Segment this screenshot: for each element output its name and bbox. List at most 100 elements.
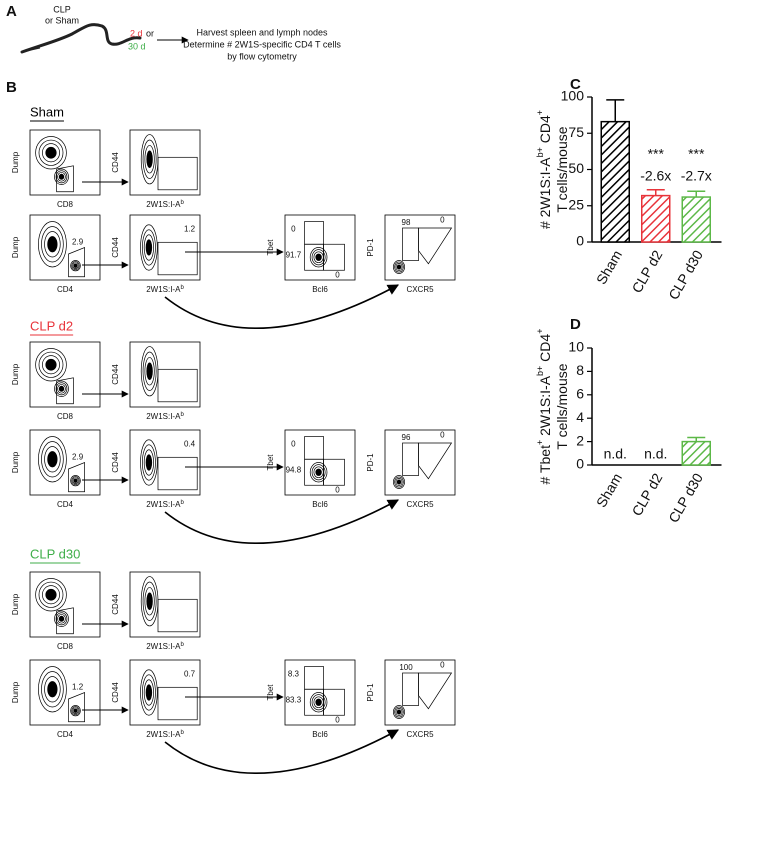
- plot-frame: [129, 571, 201, 638]
- contour: [315, 468, 322, 476]
- x-axis-label: 2W1S:I-Ab: [146, 285, 184, 295]
- contour: [70, 260, 81, 272]
- contour: [141, 444, 156, 481]
- gate: [304, 221, 324, 245]
- contour: [73, 478, 78, 483]
- plot-frame: [129, 129, 201, 196]
- fold-change: -2.7x: [681, 168, 712, 184]
- contour: [55, 170, 68, 184]
- mouse-icon: [20, 23, 142, 54]
- y-axis-label-sup: b+: [535, 366, 545, 376]
- contour: [143, 449, 154, 476]
- gate-value: 2.9: [72, 452, 84, 461]
- y-axis-label-sup: +: [535, 329, 545, 334]
- x-tick-label: CLP d2: [628, 247, 665, 295]
- contour: [45, 146, 57, 159]
- bar: [641, 194, 671, 243]
- y-tick-label: 4: [576, 409, 584, 425]
- y-tick-label: 25: [568, 196, 584, 212]
- plot-frame: [129, 659, 201, 726]
- x-axis-label-text: CD4: [57, 500, 74, 509]
- gate: [157, 156, 198, 191]
- gate-value: 0: [291, 439, 296, 448]
- x-axis-label: CD8: [57, 412, 74, 421]
- y-tick-label: 10: [568, 339, 584, 355]
- condition: CLP: [53, 4, 71, 14]
- contour: [141, 229, 156, 266]
- gate: [157, 456, 198, 491]
- contour: [396, 709, 402, 715]
- x-axis-label-text: Bcl6: [312, 730, 328, 739]
- x-axis-label: CD8: [57, 642, 74, 651]
- x-axis-label: CXCR5: [406, 730, 434, 739]
- contour: [396, 479, 402, 485]
- plot-frame: [29, 214, 101, 281]
- contour: [57, 614, 66, 624]
- contour: [55, 612, 68, 626]
- gate: [418, 442, 453, 480]
- y-axis-label: PD-1: [366, 453, 375, 472]
- plot-frame: [29, 429, 101, 496]
- gate: [56, 165, 74, 193]
- group-header: CLP d2: [30, 318, 73, 333]
- gate-value: 0: [335, 271, 340, 280]
- contour: [38, 139, 64, 166]
- x-axis-label: CD4: [57, 500, 74, 509]
- y-axis-label-text: 2W1S:I-A: [537, 375, 553, 439]
- contour: [311, 464, 326, 481]
- gate: [68, 461, 85, 493]
- y-axis-label: CD44: [111, 237, 120, 258]
- plot-frame: [284, 214, 356, 281]
- or-text: or: [146, 28, 154, 38]
- contour: [70, 475, 81, 487]
- contour: [41, 671, 64, 708]
- y-axis-label: Dump: [11, 151, 20, 173]
- x-axis-label-text: CD8: [57, 412, 74, 421]
- mouse-tail: [21, 47, 41, 53]
- contour: [395, 478, 403, 486]
- contour: [140, 224, 158, 271]
- x-axis-label-text: 2W1S:I-A: [146, 200, 181, 209]
- gate-value: 100: [399, 663, 413, 672]
- plot-frame: [29, 129, 101, 196]
- x-axis-label-text: 2W1S:I-A: [146, 285, 181, 294]
- y-axis-label: T cells/mouse: [554, 363, 570, 449]
- contour: [146, 150, 153, 168]
- plot-frame: [129, 341, 201, 408]
- x-axis-label: CD4: [57, 285, 74, 294]
- y-tick-label: 0: [576, 233, 584, 249]
- y-axis-label: Dump: [11, 363, 20, 385]
- plot-frame: [284, 659, 356, 726]
- plot-frame: [29, 571, 101, 638]
- y-axis-label: CD44: [111, 152, 120, 173]
- y-axis-label: Dump: [11, 236, 20, 258]
- contour: [47, 451, 58, 468]
- contour: [73, 263, 78, 268]
- arrow: [164, 729, 399, 775]
- contour: [72, 707, 79, 714]
- bar: [681, 440, 711, 466]
- x-axis-label-text: CXCR5: [406, 730, 434, 739]
- x-tick-label: CLP d30: [665, 247, 706, 302]
- contour: [47, 681, 58, 698]
- plot-frame: [384, 429, 456, 496]
- x-axis-label: Bcl6: [312, 285, 328, 294]
- contour: [146, 592, 153, 610]
- timepoint: 2 d: [130, 28, 143, 38]
- contour: [393, 475, 405, 489]
- y-axis-label-text: # 2W1S:I-A: [537, 157, 553, 229]
- gate: [323, 243, 345, 271]
- contour: [309, 692, 328, 713]
- x-axis-label-text: CD8: [57, 200, 74, 209]
- contour: [396, 264, 402, 270]
- contour: [58, 615, 65, 622]
- contour: [42, 585, 60, 605]
- gate: [402, 442, 419, 476]
- gate: [418, 672, 453, 710]
- x-axis-label: 2W1S:I-Ab: [146, 500, 184, 510]
- value-label: n.d.: [644, 446, 667, 462]
- contour: [309, 462, 328, 483]
- x-axis-label-text: CD8: [57, 642, 74, 651]
- x-axis-label: 2W1S:I-Ab: [146, 730, 184, 740]
